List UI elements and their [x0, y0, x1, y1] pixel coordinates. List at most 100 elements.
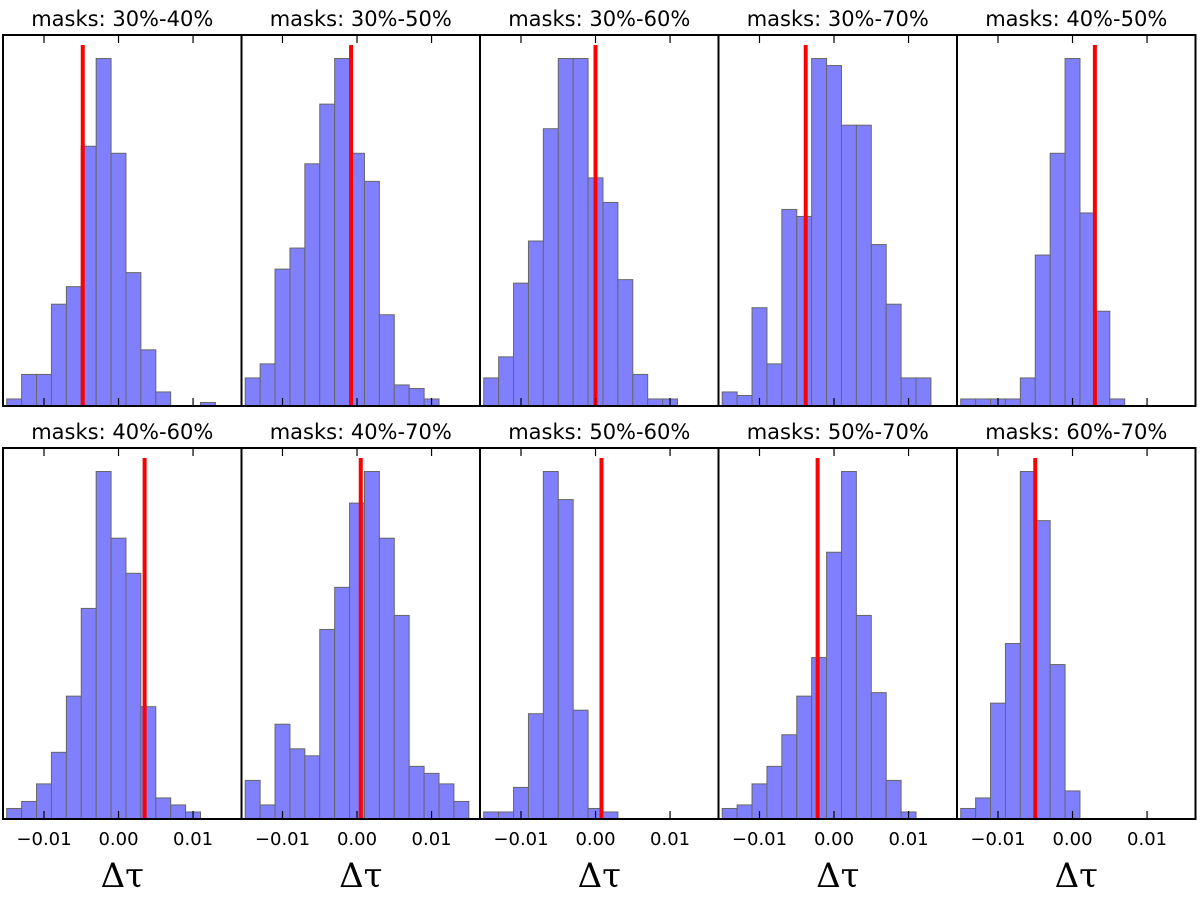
histogram-bar [393, 614, 410, 820]
x-tick-label: 0.00 [814, 829, 854, 850]
histogram-bar [975, 797, 992, 820]
histogram-bar [751, 307, 768, 407]
histogram-bar [363, 471, 380, 820]
histogram-bar [110, 537, 127, 820]
panel-title: masks: 50%-60% [508, 420, 690, 444]
histogram-bar [170, 804, 187, 820]
x-tick-label: 0.01 [1127, 829, 1167, 850]
histogram-bar [50, 751, 67, 820]
x-tick-label: 0.00 [98, 829, 138, 850]
histogram-bar [289, 247, 306, 407]
histogram-bar [513, 282, 529, 407]
histogram-bar [647, 398, 664, 407]
histogram-bar [721, 391, 738, 407]
histogram-bar [155, 391, 172, 407]
histogram-bar [1049, 152, 1066, 407]
histogram-bar [259, 363, 276, 407]
histogram-bar [721, 807, 738, 820]
panel-title: masks: 40%-60% [31, 420, 213, 444]
panel-title: masks: 30%-60% [508, 7, 690, 31]
histogram-bar [393, 384, 410, 407]
panel-title: masks: 40%-70% [270, 420, 452, 444]
histogram-bar [975, 398, 992, 407]
histogram-bar [304, 163, 321, 407]
histogram-bar [840, 124, 857, 407]
histogram-bar [110, 152, 127, 407]
histogram-bar [602, 201, 619, 407]
histogram-bar [1049, 664, 1066, 820]
histogram-bar [274, 268, 291, 407]
histogram-bar [781, 734, 798, 820]
histogram-bar [1019, 471, 1036, 820]
histogram-bar [483, 811, 500, 820]
histogram-bar [870, 692, 887, 820]
x-tick-label: 0.01 [412, 829, 452, 850]
histogram-bar [438, 783, 455, 820]
x-tick-label: −0.01 [970, 829, 1025, 850]
histogram-bar [855, 124, 872, 407]
x-axis-label: Δτ [578, 856, 621, 896]
histogram-bar [334, 586, 351, 820]
histogram-bar [304, 755, 321, 820]
histogram-bar [960, 398, 977, 407]
histogram-bar [736, 804, 753, 820]
histogram-bar [289, 748, 306, 820]
histogram-bar [65, 286, 82, 407]
histogram-bar [811, 58, 828, 407]
x-axis-label: Δτ [1055, 856, 1098, 896]
histogram-bar [50, 303, 67, 407]
histogram-bar [542, 128, 559, 407]
panel-frame [956, 447, 1197, 820]
histogram-bar [378, 314, 395, 407]
histogram-bar [1094, 310, 1111, 407]
x-tick-label: 0.01 [173, 829, 213, 850]
histogram-bar [244, 779, 261, 820]
histogram-bar [602, 811, 619, 820]
histogram-bar [21, 373, 38, 407]
panel-title: masks: 40%-50% [985, 7, 1167, 31]
x-tick-label: −0.01 [493, 829, 548, 850]
histogram-bar [1004, 398, 1021, 407]
histogram-bar [990, 702, 1006, 820]
histogram-bar [274, 723, 291, 820]
panel-title: masks: 30%-70% [747, 7, 929, 31]
histogram-bar [498, 811, 515, 820]
histogram-bar [1109, 398, 1126, 407]
histogram-bar [95, 471, 112, 820]
histogram-bar [1034, 520, 1051, 820]
histogram-bar [1079, 212, 1096, 407]
x-tick-label: −0.01 [732, 829, 787, 850]
histogram-bar [1019, 377, 1036, 407]
panel-frame [479, 447, 720, 820]
histogram-bar [65, 695, 82, 820]
histogram-bar [826, 551, 842, 820]
histogram-bar [915, 377, 932, 407]
histogram-bar [826, 65, 842, 407]
histogram-bar [483, 377, 500, 407]
histogram-bar [617, 279, 634, 407]
x-tick-label: −0.01 [255, 829, 310, 850]
histogram-bar [572, 709, 589, 820]
histogram-bar [632, 373, 649, 407]
histogram-bar [885, 303, 902, 407]
histogram-bar [453, 800, 470, 820]
histogram-bar [542, 471, 559, 820]
histogram-bar [527, 713, 544, 820]
histogram-bar [736, 394, 753, 407]
x-tick-label: 0.00 [575, 829, 615, 850]
x-tick-label: 0.00 [337, 829, 377, 850]
panel-title: masks: 60%-70% [985, 420, 1167, 444]
histogram-bar [6, 807, 23, 820]
histogram-bar [1064, 58, 1081, 407]
x-axis-label: Δτ [816, 856, 859, 896]
histogram-bar [781, 208, 798, 407]
panel-frame [956, 34, 1197, 407]
histogram-bar [766, 363, 783, 407]
histogram-bar [95, 58, 112, 407]
histogram-bar [557, 58, 574, 407]
panel-title: masks: 30%-50% [270, 7, 452, 31]
x-tick-label: 0.01 [889, 829, 929, 850]
histogram-bar [766, 765, 783, 820]
histogram-bar [498, 356, 515, 407]
